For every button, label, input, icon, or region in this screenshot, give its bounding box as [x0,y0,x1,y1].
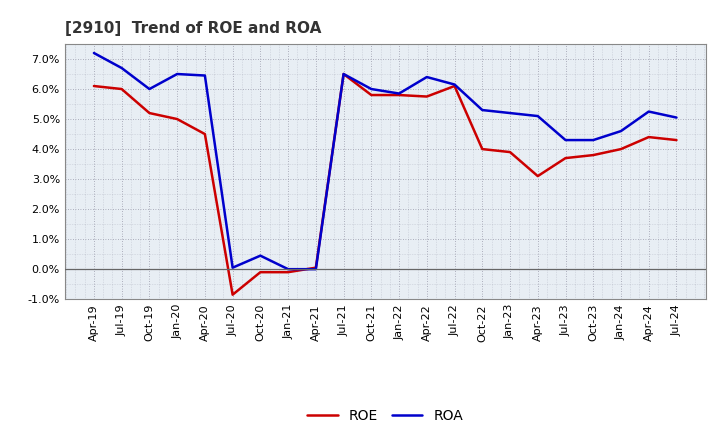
ROE [395,92,403,98]
ROE [284,270,292,275]
ROA [256,253,265,258]
Line: ROE: ROE [94,74,677,295]
ROE [450,84,459,89]
ROE [312,265,320,270]
ROA [339,71,348,77]
ROE [589,152,598,158]
ROA [367,86,376,92]
Text: [2910]  Trend of ROE and ROA: [2910] Trend of ROE and ROA [65,21,321,36]
ROE [672,137,681,143]
ROA [672,115,681,120]
ROE [256,270,265,275]
ROE [423,94,431,99]
ROE [644,135,653,140]
ROE [145,110,154,116]
ROA [561,137,570,143]
ROA [284,267,292,272]
ROA [395,91,403,96]
ROA [505,110,514,116]
ROA [201,73,210,78]
ROE [89,84,98,89]
ROE [534,173,542,179]
ROA [644,109,653,114]
ROA [117,66,126,71]
ROA [534,114,542,119]
ROA [450,82,459,87]
ROA [478,107,487,113]
ROE [228,292,237,297]
ROE [478,147,487,152]
ROE [367,92,376,98]
ROE [616,147,625,152]
ROE [173,117,181,122]
ROA [228,265,237,270]
ROE [561,155,570,161]
ROA [616,128,625,134]
ROA [89,50,98,55]
ROA [589,137,598,143]
ROA [173,71,181,77]
ROA [423,74,431,80]
Legend: ROE, ROA: ROE, ROA [302,403,469,428]
ROA [145,86,154,92]
ROE [117,86,126,92]
ROE [339,71,348,77]
ROE [201,132,210,137]
ROA [312,267,320,272]
Line: ROA: ROA [94,53,677,269]
ROE [505,150,514,155]
